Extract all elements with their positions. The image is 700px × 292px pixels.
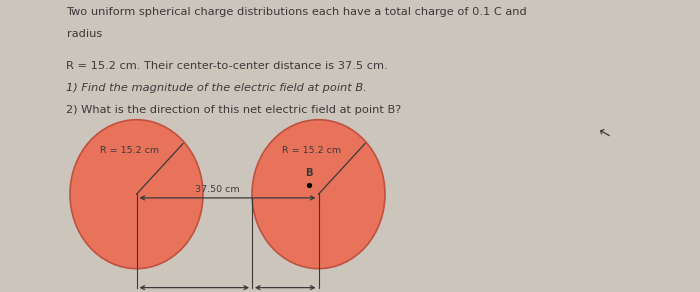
Text: R = 15.2 cm: R = 15.2 cm (100, 147, 159, 155)
Text: 37.50 cm: 37.50 cm (195, 185, 239, 194)
Text: Two uniform spherical charge distributions each have a total charge of 0.1 C and: Two uniform spherical charge distributio… (66, 7, 527, 17)
Text: 2) What is the direction of this net electric field at point B?: 2) What is the direction of this net ele… (66, 105, 402, 115)
Text: 1) Find the magnitude of the electric field at point B.: 1) Find the magnitude of the electric fi… (66, 83, 368, 93)
Text: ↖: ↖ (597, 124, 614, 142)
Text: radius: radius (66, 29, 102, 39)
Ellipse shape (70, 120, 203, 269)
Text: R = 15.2 cm. Their center-to-center distance is 37.5 cm.: R = 15.2 cm. Their center-to-center dist… (66, 61, 388, 71)
Text: R = 15.2 cm: R = 15.2 cm (282, 147, 341, 155)
Text: B: B (304, 168, 312, 178)
Ellipse shape (252, 120, 385, 269)
